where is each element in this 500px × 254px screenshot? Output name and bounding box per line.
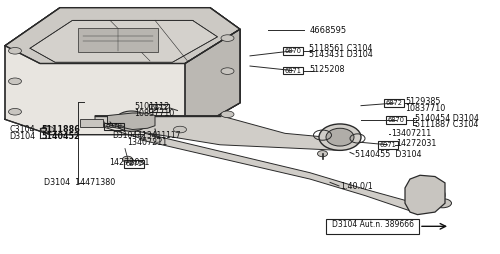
Ellipse shape	[115, 111, 148, 131]
Text: 13407211: 13407211	[128, 138, 168, 147]
Circle shape	[8, 78, 22, 85]
Text: 10837710: 10837710	[134, 108, 174, 118]
Text: 5140452: 5140452	[41, 132, 80, 141]
Ellipse shape	[82, 121, 94, 126]
Text: C3104: C3104	[9, 125, 34, 134]
Text: 14272031: 14272031	[109, 158, 150, 167]
Text: 4668595: 4668595	[310, 26, 347, 35]
Polygon shape	[405, 175, 445, 215]
Polygon shape	[95, 116, 350, 150]
Ellipse shape	[434, 199, 452, 208]
Text: D3104: D3104	[9, 132, 35, 141]
Circle shape	[221, 111, 234, 118]
Ellipse shape	[318, 151, 328, 157]
Polygon shape	[140, 133, 420, 211]
Text: 5140455  D3104: 5140455 D3104	[355, 150, 422, 159]
Text: 5140454 D3104: 5140454 D3104	[415, 114, 479, 123]
Polygon shape	[5, 8, 240, 135]
Text: 5101112: 5101112	[134, 102, 169, 111]
Text: 6872: 6872	[150, 105, 168, 111]
Text: 6872: 6872	[386, 100, 402, 106]
Polygon shape	[108, 113, 155, 130]
Text: 13407211: 13407211	[391, 129, 431, 138]
Text: 6870: 6870	[388, 117, 404, 123]
Text: 5111886: 5111886	[41, 125, 80, 134]
Circle shape	[221, 35, 234, 41]
Text: 14272031: 14272031	[396, 139, 436, 148]
Circle shape	[221, 68, 234, 74]
Ellipse shape	[93, 121, 105, 126]
Text: 6870: 6870	[284, 48, 302, 54]
Text: D3104  14471380: D3104 14471380	[44, 178, 115, 187]
Circle shape	[41, 126, 54, 133]
Text: D3104 Aut.n. 389666: D3104 Aut.n. 389666	[332, 220, 413, 229]
Polygon shape	[5, 8, 240, 64]
Text: 6871: 6871	[284, 68, 302, 74]
Ellipse shape	[122, 116, 140, 127]
Ellipse shape	[326, 128, 354, 146]
Text: 6970: 6970	[106, 123, 122, 130]
FancyBboxPatch shape	[78, 28, 158, 52]
Text: 5111887 C3104: 5111887 C3104	[415, 120, 478, 130]
Ellipse shape	[410, 182, 445, 208]
Text: 5118561 C3104: 5118561 C3104	[309, 44, 372, 53]
Polygon shape	[30, 20, 218, 62]
Text: D3104413411117: D3104413411117	[112, 131, 181, 140]
Text: 5125208: 5125208	[309, 65, 344, 74]
FancyBboxPatch shape	[80, 119, 102, 127]
Text: 5129385: 5129385	[405, 97, 440, 106]
Text: 6871: 6871	[126, 161, 142, 167]
Circle shape	[174, 126, 186, 133]
Circle shape	[8, 108, 22, 115]
Text: 5143431 D3104: 5143431 D3104	[309, 50, 373, 59]
Text: 10837710: 10837710	[405, 104, 446, 113]
Ellipse shape	[319, 124, 361, 150]
Circle shape	[8, 47, 22, 54]
Ellipse shape	[418, 187, 438, 203]
Ellipse shape	[122, 156, 132, 162]
Text: 1.40.0/1: 1.40.0/1	[340, 181, 373, 190]
Text: 6971: 6971	[379, 142, 396, 148]
Polygon shape	[185, 29, 240, 135]
